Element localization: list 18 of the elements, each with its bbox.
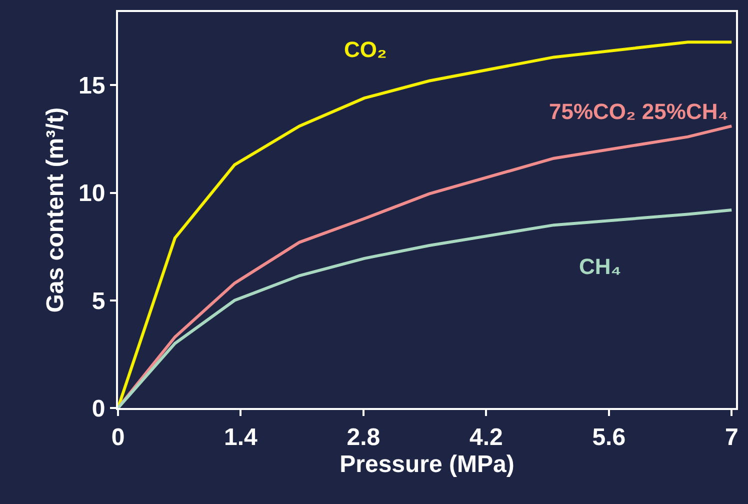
y-tick-label: 15 (78, 72, 106, 100)
y-tick-label: 10 (78, 180, 106, 208)
x-tick-label: 2.8 (346, 424, 380, 451)
series-label: CO₂ (344, 37, 387, 62)
line-series (118, 40, 734, 408)
y-tick-label: 5 (92, 288, 106, 315)
x-tick-label: 7 (724, 424, 738, 451)
y-tick-label: 0 (92, 395, 106, 422)
y-axis-title: Gas content (m³/t) (42, 107, 70, 313)
series-label: CH₄ (579, 254, 622, 279)
line-series (118, 208, 734, 408)
x-axis-title: Pressure (MPa) (340, 450, 514, 478)
series-label: 75%CO₂ 25%CH₄ (549, 99, 728, 124)
x-tick-label: 1.4 (224, 424, 258, 451)
x-tick-label: 5.6 (592, 424, 626, 451)
x-tick-label: 4.2 (469, 424, 503, 451)
line-series (118, 124, 734, 408)
x-tick-label: 0 (111, 424, 125, 451)
